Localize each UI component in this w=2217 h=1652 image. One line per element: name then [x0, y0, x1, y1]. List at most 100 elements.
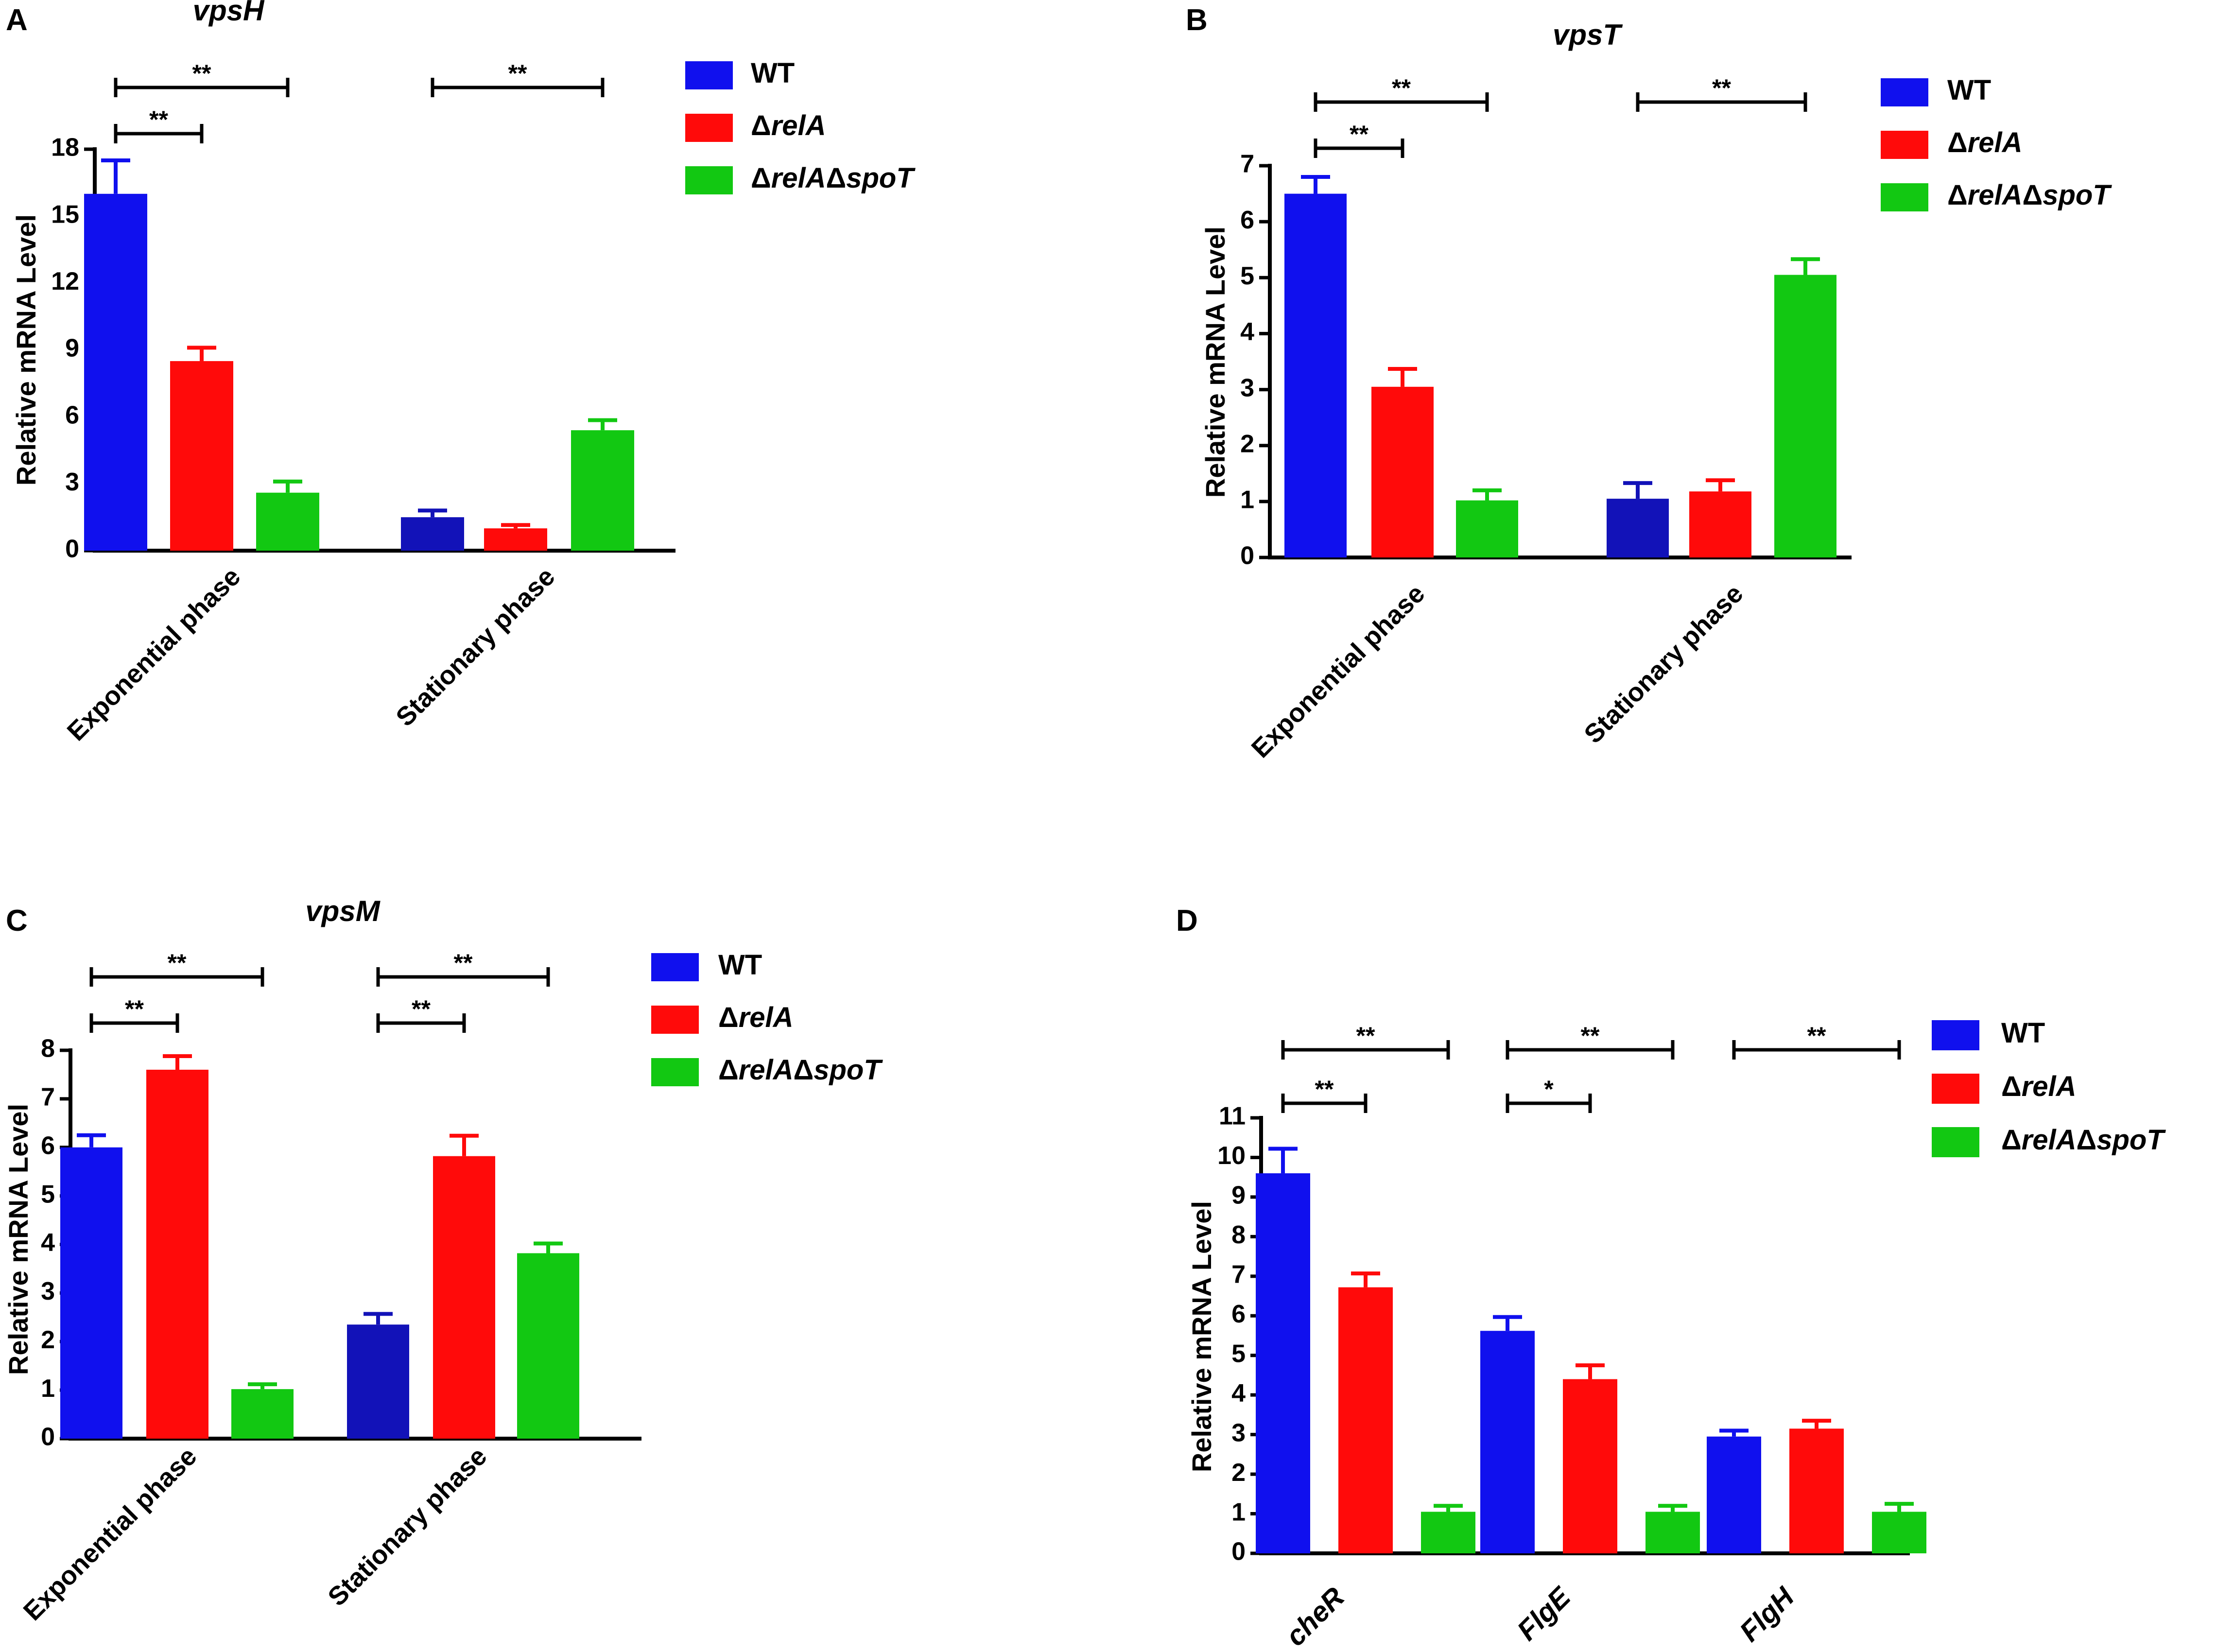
y-axis-label: Relative mRNA Level — [1186, 1201, 1217, 1472]
bar — [1607, 499, 1669, 557]
legend-label-wt: WT — [751, 57, 795, 89]
y-axis-label: Relative mRNA Level — [1200, 226, 1230, 498]
legend-swatch-relaspot — [1881, 183, 1928, 211]
y-tick-label: 3 — [1240, 374, 1254, 402]
y-tick-label: 18 — [51, 134, 79, 162]
legend-label-relaspot: ΔrelAΔspoT — [1947, 179, 2112, 211]
significance-label: ** — [1581, 1022, 1600, 1049]
y-tick-label: 2 — [1240, 430, 1254, 458]
y-tick-label: 2 — [41, 1326, 55, 1354]
legend-swatch-rela — [1881, 131, 1928, 159]
bar — [146, 1069, 208, 1439]
legend: WT ΔrelA ΔrelAΔspoT — [685, 57, 916, 194]
bar — [1421, 1512, 1475, 1553]
y-tick-label: 0 — [1231, 1538, 1246, 1566]
y-tick-label: 5 — [41, 1180, 55, 1208]
y-tick-label: 4 — [1231, 1379, 1246, 1408]
legend-label-wt: WT — [718, 949, 762, 981]
y-tick-label: 3 — [41, 1277, 55, 1305]
y-tick-label: 4 — [41, 1229, 55, 1257]
significance-label: ** — [508, 60, 527, 87]
chart-title: vpsT — [1553, 18, 1623, 51]
bar — [1563, 1379, 1617, 1553]
legend-label-rela: ΔrelA — [751, 110, 826, 141]
y-tick-label: 0 — [65, 535, 79, 563]
y-tick-label: 7 — [1240, 150, 1254, 178]
y-tick-label: 1 — [1231, 1498, 1246, 1526]
y-tick-label: 12 — [51, 267, 79, 296]
bar — [1789, 1428, 1844, 1553]
significance-label: ** — [1315, 1076, 1334, 1103]
significance-label: ** — [192, 60, 211, 87]
bar — [170, 361, 233, 551]
bar — [84, 193, 147, 551]
bar — [401, 517, 464, 551]
bar — [517, 1253, 579, 1439]
y-tick-label: 8 — [1231, 1221, 1246, 1249]
legend-swatch-wt — [1881, 78, 1928, 106]
significance-label: ** — [454, 949, 473, 976]
significance-label: ** — [149, 106, 168, 133]
y-tick-label: 6 — [1231, 1300, 1246, 1328]
y-axis-label: Relative mRNA Level — [3, 1104, 34, 1375]
legend: WT ΔrelA ΔrelAΔspoT — [651, 949, 883, 1086]
legend: WT ΔrelA ΔrelAΔspoT — [1932, 1017, 2166, 1157]
y-tick-label: 15 — [51, 200, 79, 228]
panel-letter: C — [6, 904, 28, 938]
x-category-label: Stationary phase — [322, 1442, 492, 1612]
bar — [1256, 1173, 1310, 1553]
x-category-label: FlgE — [1511, 1581, 1577, 1647]
legend-label-wt: WT — [1947, 74, 1991, 106]
y-axis-label: Relative mRNA Level — [11, 214, 41, 486]
bar — [1645, 1512, 1700, 1553]
y-tick-label: 1 — [41, 1374, 55, 1403]
legend-swatch-relaspot — [1932, 1127, 1979, 1157]
legend-label-relaspot: ΔrelAΔspoT — [2001, 1124, 2166, 1156]
y-tick-label: 7 — [1231, 1261, 1246, 1289]
x-category-label: cheR — [1280, 1581, 1351, 1652]
legend-label-rela: ΔrelA — [718, 1002, 794, 1033]
y-tick-label: 0 — [1240, 542, 1254, 570]
bar — [1872, 1512, 1926, 1553]
significance-label: ** — [1356, 1022, 1375, 1049]
y-tick-label: 1 — [1240, 486, 1254, 514]
legend: WT ΔrelA ΔrelAΔspoT — [1881, 74, 2112, 211]
y-tick-label: 0 — [41, 1423, 55, 1451]
x-category-label: Stationary phase — [390, 562, 560, 732]
bar — [1284, 193, 1347, 558]
y-tick-label: 2 — [1231, 1459, 1246, 1487]
x-category-label: Exponential phase — [18, 1442, 203, 1626]
bar — [571, 430, 634, 551]
bar — [256, 492, 319, 551]
bar — [484, 528, 547, 551]
y-tick-label: 8 — [41, 1035, 55, 1063]
legend-label-rela: ΔrelA — [2001, 1071, 2077, 1102]
x-category-label: Exponential phase — [62, 562, 246, 747]
legend-swatch-wt — [651, 953, 699, 981]
panel-letter: D — [1176, 904, 1198, 938]
bar — [1707, 1436, 1761, 1553]
y-tick-label: 9 — [65, 334, 79, 363]
legend-label-relaspot: ΔrelAΔspoT — [718, 1054, 883, 1086]
x-category-label: Stationary phase — [1578, 579, 1749, 749]
bar — [60, 1147, 122, 1439]
legend-label-rela: ΔrelA — [1947, 127, 2023, 158]
legend-swatch-rela — [685, 114, 733, 142]
bar — [1338, 1287, 1393, 1553]
panel-letter: A — [6, 3, 28, 37]
significance-label: ** — [125, 995, 144, 1023]
legend-label-relaspot: ΔrelAΔspoT — [751, 162, 916, 194]
bar — [347, 1324, 409, 1439]
significance-label: ** — [1350, 121, 1368, 148]
legend-swatch-wt — [1932, 1020, 1979, 1050]
y-tick-label: 4 — [1240, 318, 1254, 346]
y-tick-label: 3 — [1231, 1419, 1246, 1447]
legend-swatch-relaspot — [685, 166, 733, 194]
legend-label-wt: WT — [2001, 1017, 2045, 1049]
legend-swatch-wt — [685, 61, 733, 89]
chart-title: vpsH — [193, 0, 265, 27]
